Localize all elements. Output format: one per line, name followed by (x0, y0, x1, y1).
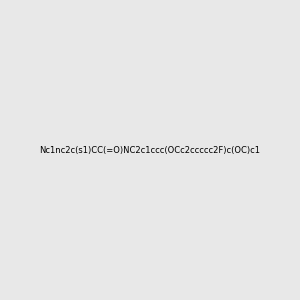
Text: Nc1nc2c(s1)CC(=O)NC2c1ccc(OCc2ccccc2F)c(OC)c1: Nc1nc2c(s1)CC(=O)NC2c1ccc(OCc2ccccc2F)c(… (40, 146, 260, 154)
